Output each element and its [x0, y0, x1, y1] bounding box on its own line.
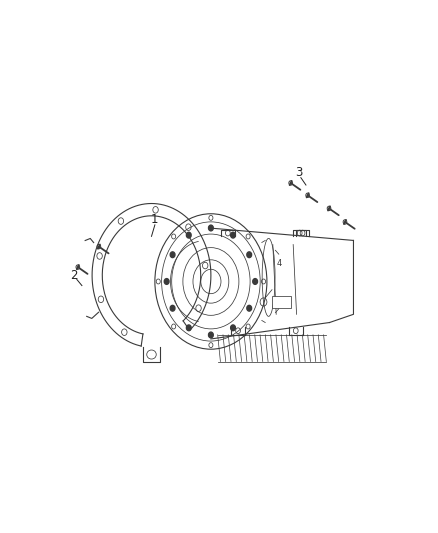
Circle shape [208, 225, 213, 231]
Circle shape [247, 305, 251, 311]
Circle shape [231, 325, 235, 330]
Circle shape [164, 279, 169, 284]
Circle shape [253, 279, 258, 284]
FancyBboxPatch shape [272, 296, 291, 308]
Circle shape [247, 252, 251, 257]
Text: 1: 1 [151, 213, 159, 227]
Circle shape [187, 325, 191, 330]
Circle shape [170, 252, 175, 257]
Text: 2: 2 [70, 269, 77, 282]
Text: 3: 3 [296, 166, 303, 179]
Circle shape [208, 332, 213, 338]
Circle shape [187, 232, 191, 238]
Circle shape [231, 232, 235, 238]
Circle shape [170, 305, 175, 311]
Text: 4: 4 [276, 259, 281, 268]
